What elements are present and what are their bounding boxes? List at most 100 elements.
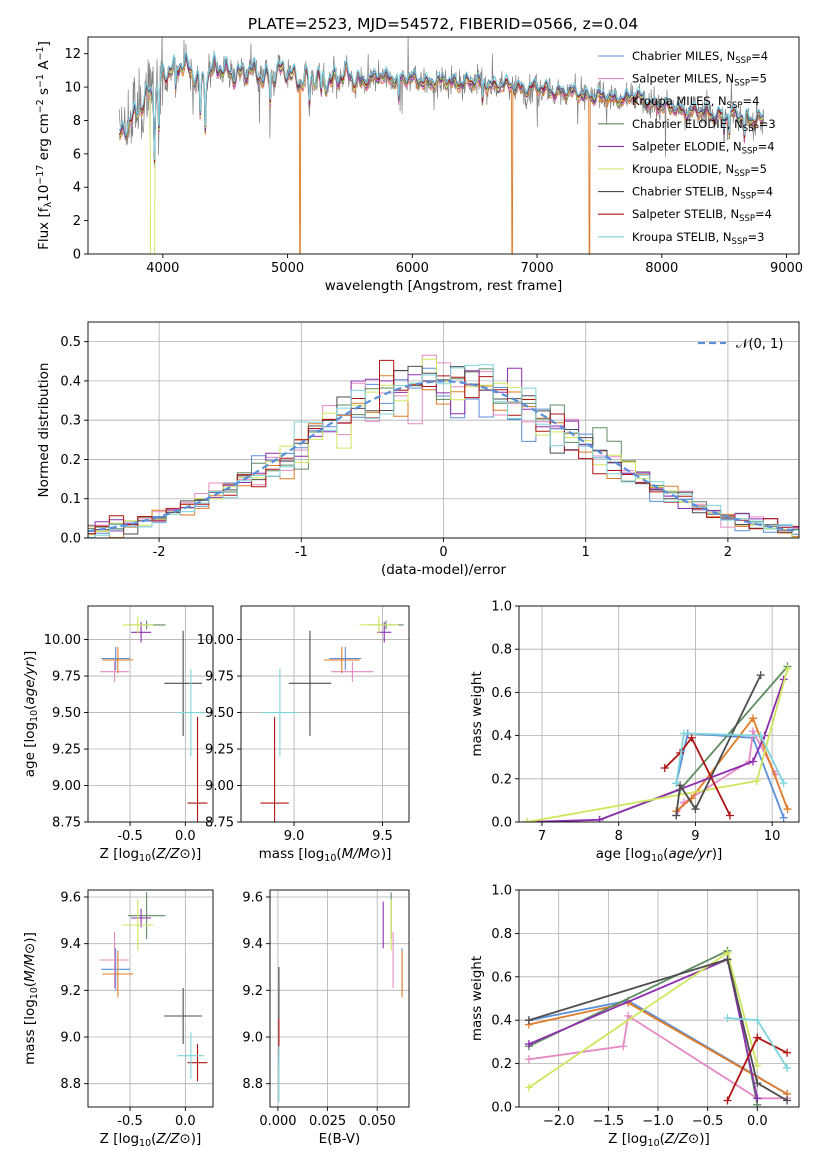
- plot-area: [278, 892, 403, 1103]
- y-axis-label-part: )]: [22, 651, 38, 662]
- x-axis-label: wavelength [Angstrom, rest frame]: [325, 278, 563, 294]
- y-tick-label: 6: [73, 147, 81, 162]
- weight-marker: [660, 764, 669, 772]
- y-tick-label: 2: [73, 214, 81, 229]
- x-axis-label-part: (: [151, 1131, 156, 1147]
- y-axis-label-part: (: [22, 705, 38, 710]
- weight-marker: [783, 664, 792, 673]
- y-tick-label: 9.0: [60, 1031, 81, 1046]
- y-tick-label: 1.0: [491, 600, 512, 615]
- y-tick-label: 8.8: [242, 1077, 263, 1092]
- weight-series-chabrier-miles: [672, 729, 788, 822]
- figure-title: PLATE=2523, MJD=54572, FIBERID=0566, z=0…: [248, 15, 638, 33]
- x-tick-label: 0.050: [359, 1114, 396, 1129]
- y-axis-label-part: A: [36, 60, 52, 74]
- axes-spectrum: 4000 5000 6000 7000 8000 9000 0 2 4 6 8 10 12 wavelen…: [35, 36, 803, 294]
- y-tick-label: 9.6: [242, 891, 263, 906]
- weight-marker: [679, 729, 688, 738]
- y-tick-label: 10.00: [44, 633, 81, 648]
- ticks: -0.5 0.0 8.8 9.0 9.2 9.4 9.6: [60, 891, 195, 1130]
- x-axis-label-part: )]: [381, 846, 392, 862]
- plot-area: [260, 616, 404, 822]
- x-axis-label-part: )]: [699, 1131, 710, 1147]
- weight-line: [526, 668, 789, 822]
- y-tick-label: 0.4: [491, 1014, 512, 1029]
- x-axis-label-part: (: [151, 846, 156, 862]
- x-axis-label-part: )]: [712, 846, 723, 862]
- y-tick-label: 0.5: [60, 335, 81, 350]
- y-tick-label: 0.2: [491, 772, 512, 787]
- legend-entry-part: SSP: [734, 169, 750, 179]
- x-axis-label: Z [log10(Z/Z⊙)]: [100, 1131, 202, 1149]
- x-tick-label: 9.5: [372, 829, 393, 844]
- y-axis-label-part: age/yr: [22, 660, 38, 705]
- legend-entry-label: Salpeter STELIB, NSSP=4: [632, 207, 772, 224]
- weight-marker: [524, 1016, 533, 1025]
- weight-marker: [624, 1011, 633, 1020]
- axes-frame: [269, 889, 410, 1108]
- ticks: 9.0 9.5 8.75 9.00 9.25 9.50 9.75 10.00: [197, 633, 393, 844]
- x-tick-label: 8000: [645, 261, 678, 276]
- x-tick-label: 9000: [770, 261, 803, 276]
- weight-line: [675, 674, 762, 816]
- weight-marker: [687, 733, 696, 742]
- weight-marker: [783, 1096, 792, 1105]
- x-tick-label: −0.5: [692, 1114, 724, 1129]
- y-axis-label-part: 10: [29, 710, 40, 722]
- weight-marker: [522, 818, 531, 822]
- y-axis-label-part: −2: [35, 99, 46, 113]
- y-tick-label: 0.4: [60, 374, 81, 389]
- y-tick-label: 9.4: [60, 937, 81, 952]
- x-axis-label-part: mass [log: [259, 846, 325, 862]
- histogram-salpeter-miles: [88, 354, 799, 532]
- weight-marker: [783, 1063, 792, 1072]
- y-tick-label: 0.0: [491, 1101, 512, 1116]
- x-axis-label-part: 10: [651, 853, 663, 864]
- y-axis-label-part: mass weight: [469, 956, 485, 1041]
- x-axis-label-part: age [log: [596, 846, 651, 862]
- gridlines: [88, 890, 213, 1107]
- x-tick-label: 0.0: [175, 1114, 196, 1129]
- axes-frame: [87, 321, 800, 539]
- y-tick-label: 9.00: [205, 779, 234, 794]
- weight-marker: [723, 955, 732, 964]
- legend-entry-part: Chabrier MILES, N: [632, 49, 735, 63]
- plot-area: [100, 616, 208, 822]
- gridlines: [88, 606, 213, 823]
- y-axis-label-part: s: [36, 88, 52, 99]
- errorbar-point: [122, 899, 154, 951]
- legend-entry-part: =4: [742, 94, 759, 108]
- legend-entry-label: Chabrier MILES, NSSP=4: [632, 49, 768, 66]
- errorbar-point: [331, 661, 374, 682]
- weight-series-salpeter-elodie: [522, 675, 788, 822]
- ticks: −2.0 −1.5 −1.0 −0.5 0.0 0.0 0.2 0.4 0.6 0.8 1.0: [491, 884, 767, 1130]
- y-axis-label: mass weight: [469, 956, 485, 1041]
- axes-frame: [87, 889, 214, 1108]
- errorbar-point: [131, 908, 152, 928]
- y-axis-label: mass weight: [469, 671, 485, 756]
- x-axis-label-part: Z [log: [100, 846, 139, 862]
- x-tick-label: 4000: [146, 261, 179, 276]
- legend-entry-label: Kroupa ELODIE, NSSP=5: [632, 162, 767, 179]
- y-tick-label: 0.0: [491, 816, 512, 831]
- legend-entry-part: =4: [755, 207, 772, 221]
- x-axis-label: (data-model)/error: [381, 562, 507, 578]
- axes-frame: [87, 36, 800, 255]
- y-axis-label-part: λ: [43, 202, 54, 208]
- axes-frame: [518, 605, 800, 823]
- y-tick-label: 0.2: [491, 1057, 512, 1072]
- axes-frame: [240, 605, 410, 823]
- normal-curve: [88, 380, 797, 533]
- legend-entry-part: =4: [756, 185, 773, 199]
- legend-entry-part: Kroupa MILES, N: [632, 94, 727, 108]
- legend-entry-part: =5: [750, 72, 767, 86]
- axes-mass-vs-Z: -0.5 0.08.89.09.29.49.6Z [log10(Z/Z⊙)]mas…: [22, 889, 214, 1149]
- legend-entry-part: =3: [759, 117, 776, 131]
- weight-marker: [672, 811, 681, 820]
- x-axis-label-part: 10: [324, 853, 336, 864]
- ticks: 0.000 0.025 0.050 8.8 9.0 9.2 9.4 9.6: [242, 891, 396, 1130]
- weight-marker: [619, 1042, 628, 1051]
- x-tick-label: -0.5: [117, 829, 142, 844]
- x-tick-label: 7000: [521, 261, 554, 276]
